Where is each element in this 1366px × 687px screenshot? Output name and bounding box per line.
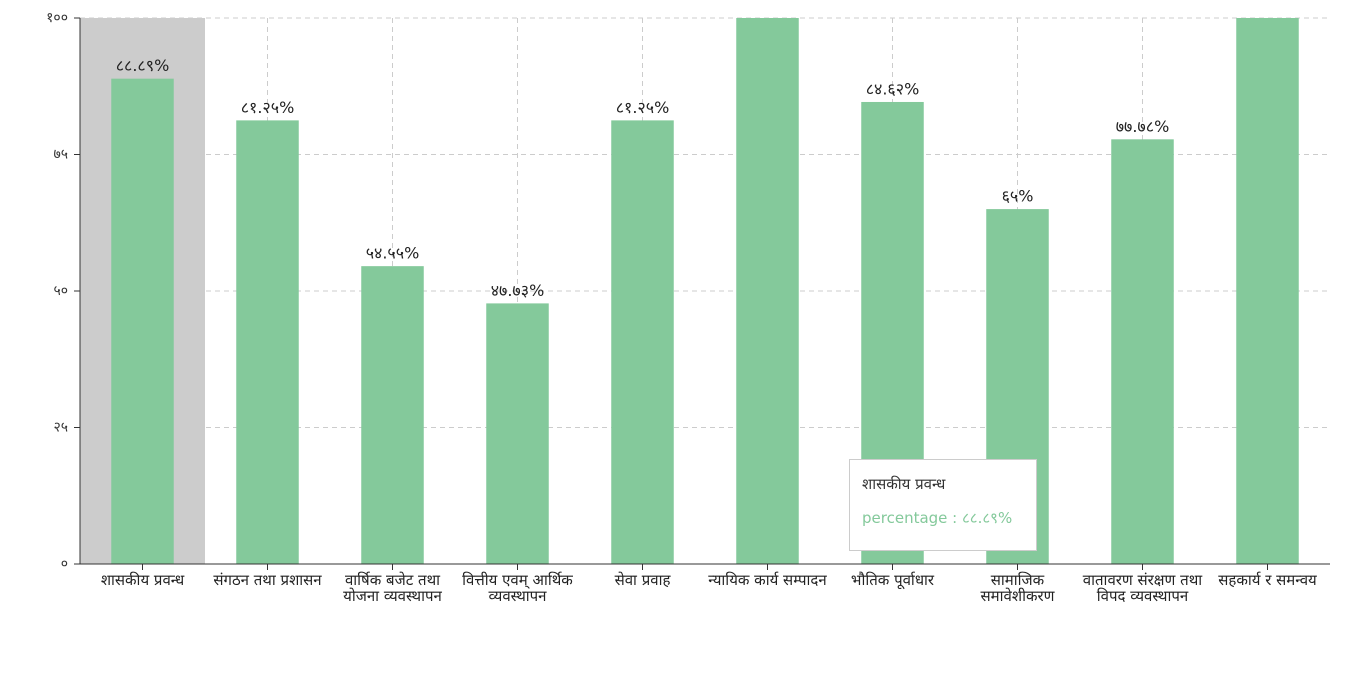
bar bbox=[486, 303, 549, 564]
x-tick-label: सामाजिक समावेशीकरण bbox=[980, 571, 1055, 605]
y-tick-label: ० bbox=[61, 556, 68, 572]
bar bbox=[1236, 18, 1299, 564]
value-label: ८८.८९% bbox=[116, 56, 170, 75]
tooltip-title: शासकीय प्रवन्ध bbox=[862, 475, 946, 493]
x-tick-label: वार्षिक बजेट तथा योजना व्यवस्थापन bbox=[343, 571, 442, 605]
x-tick-label: सहकार्य र समन्वय bbox=[1218, 571, 1317, 589]
y-tick-label: ७५ bbox=[53, 147, 68, 163]
tooltip: शासकीय प्रवन्ध percentage : ८८.८९% bbox=[849, 459, 1037, 551]
x-tick-label: संगठन तथा प्रशासन bbox=[213, 571, 322, 589]
x-tick-label: न्यायिक कार्य सम्पादन bbox=[708, 571, 827, 589]
bar bbox=[111, 78, 174, 565]
value-label: ८१.२५% bbox=[616, 98, 670, 117]
y-tick-label: ५० bbox=[53, 283, 68, 299]
value-label: ८४.६२% bbox=[866, 79, 920, 98]
x-tick-label: वातावरण संरक्षण तथा विपद व्यवस्थापन bbox=[1082, 571, 1203, 605]
x-tick-label: भौतिक पूर्वाधार bbox=[850, 571, 935, 589]
bar bbox=[361, 266, 424, 564]
tooltip-text: percentage : ८८.८९% bbox=[862, 509, 1013, 527]
value-label: ४७.७३% bbox=[491, 281, 545, 300]
bar bbox=[236, 120, 299, 564]
x-tick-label: सेवा प्रवाह bbox=[614, 571, 671, 589]
value-label: ५४.५५% bbox=[366, 244, 420, 263]
value-label: ८१.२५% bbox=[241, 98, 295, 117]
bar bbox=[1111, 139, 1174, 564]
bar bbox=[736, 18, 799, 564]
value-label: ७७.७८% bbox=[1116, 117, 1170, 136]
x-tick-label: वित्तीय एवम् आर्थिक व्यवस्थापन bbox=[462, 571, 573, 605]
bar bbox=[611, 120, 674, 564]
value-label: ६५% bbox=[1002, 187, 1034, 206]
y-tick-label: १०० bbox=[46, 10, 68, 26]
x-tick-label: शासकीय प्रवन्ध bbox=[100, 571, 185, 589]
y-tick-label: २५ bbox=[53, 420, 68, 436]
